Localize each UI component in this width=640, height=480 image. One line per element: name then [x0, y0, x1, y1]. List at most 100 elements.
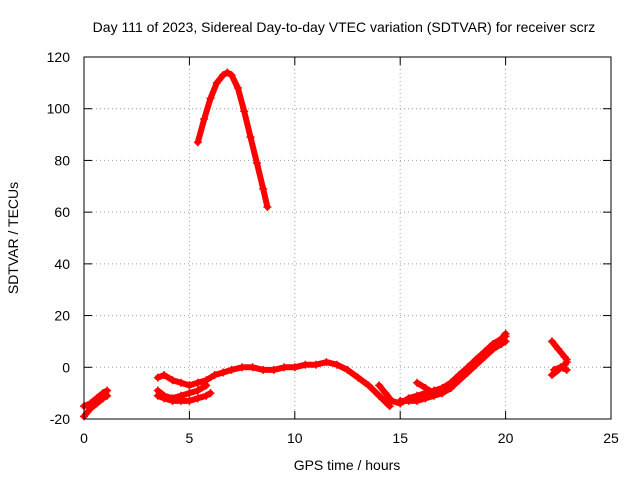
- data-point: [488, 342, 497, 351]
- data-point: [562, 358, 571, 367]
- data-point: [160, 371, 169, 380]
- data-point: [168, 376, 177, 385]
- plot-frame: [83, 56, 612, 420]
- x-tick-label: 25: [603, 430, 619, 446]
- y-tick-label: 100: [47, 101, 71, 117]
- chart-title: Day 111 of 2023, Sidereal Day-to-day VTE…: [93, 19, 596, 35]
- data-point: [233, 84, 242, 93]
- data-point: [556, 363, 565, 372]
- x-axis-label: GPS time / hours: [294, 457, 401, 473]
- data-point: [269, 365, 278, 374]
- data-point: [413, 396, 422, 405]
- data-point: [343, 365, 352, 374]
- data-point: [547, 371, 556, 380]
- series-segment-peak: [193, 68, 272, 211]
- data-point: [550, 365, 559, 374]
- data-point: [202, 391, 211, 400]
- data-point: [212, 78, 221, 87]
- series-line: [549, 338, 570, 363]
- data-point: [240, 107, 249, 116]
- data-point: [404, 396, 413, 405]
- data-point: [202, 381, 211, 390]
- data-point: [248, 363, 257, 372]
- data-point: [193, 386, 202, 395]
- data-point: [364, 381, 373, 390]
- y-tick-label: 120: [47, 49, 71, 65]
- series-segment-afternoon-c: [413, 329, 510, 398]
- data-point: [463, 365, 472, 374]
- data-point: [193, 394, 202, 403]
- y-axis-label: SDTVAR / TECUs: [5, 182, 21, 294]
- x-tick-label: 0: [80, 430, 88, 446]
- data-point: [480, 350, 489, 359]
- data-point: [421, 394, 430, 403]
- data-point: [223, 68, 232, 77]
- data-point: [259, 184, 268, 193]
- data-point: [86, 404, 95, 413]
- data-point: [153, 373, 162, 382]
- x-tick-label: 15: [392, 430, 408, 446]
- y-tick-label: 60: [54, 204, 70, 220]
- series-layer: [80, 68, 571, 421]
- data-point: [98, 394, 107, 403]
- data-point: [387, 396, 396, 405]
- data-point: [263, 202, 272, 211]
- data-point: [332, 360, 341, 369]
- data-point: [472, 358, 481, 367]
- data-point: [153, 391, 162, 400]
- data-point: [497, 334, 506, 343]
- data-point: [381, 389, 390, 398]
- y-tick-label: 0: [62, 359, 70, 375]
- data-point: [301, 360, 310, 369]
- data-point: [562, 365, 571, 374]
- data-point: [446, 381, 455, 390]
- data-point: [185, 389, 194, 398]
- data-point: [280, 363, 289, 372]
- data-point: [455, 373, 464, 382]
- data-point: [246, 133, 255, 142]
- grid: [84, 57, 611, 419]
- data-point: [160, 394, 169, 403]
- data-point: [206, 389, 215, 398]
- data-point: [219, 71, 228, 80]
- data-point: [176, 396, 185, 405]
- data-point: [92, 399, 101, 408]
- series-segment-late-c: [550, 363, 571, 374]
- data-point: [200, 115, 209, 124]
- series-segment-morning-c: [153, 389, 215, 405]
- data-point: [259, 365, 268, 374]
- data-point: [210, 371, 219, 380]
- data-point: [103, 391, 112, 400]
- data-point: [290, 363, 299, 372]
- data-point: [375, 391, 384, 400]
- data-point: [311, 360, 320, 369]
- data-point: [413, 378, 422, 387]
- x-tick-label: 20: [498, 430, 514, 446]
- data-point: [501, 329, 510, 338]
- data-point: [354, 373, 363, 382]
- data-point: [322, 358, 331, 367]
- ticks: 0 5 10 15 20 25 -20 0 20 40 60 80 100 120: [47, 49, 619, 446]
- data-point: [385, 402, 394, 411]
- data-point: [375, 381, 384, 390]
- data-point: [396, 396, 405, 405]
- data-point: [219, 368, 228, 377]
- data-point: [168, 396, 177, 405]
- x-tick-label: 5: [186, 430, 194, 446]
- data-point: [176, 378, 185, 387]
- y-tick-label: 40: [54, 256, 70, 272]
- data-point: [227, 71, 236, 80]
- data-point: [185, 396, 194, 405]
- data-point: [193, 138, 202, 147]
- data-point: [429, 389, 438, 398]
- data-point: [238, 363, 247, 372]
- data-point: [185, 381, 194, 390]
- series-line: [414, 330, 509, 397]
- data-point: [227, 365, 236, 374]
- data-point: [252, 159, 261, 168]
- data-point: [193, 378, 202, 387]
- y-tick-label: 80: [54, 152, 70, 168]
- x-tick-label: 10: [287, 430, 303, 446]
